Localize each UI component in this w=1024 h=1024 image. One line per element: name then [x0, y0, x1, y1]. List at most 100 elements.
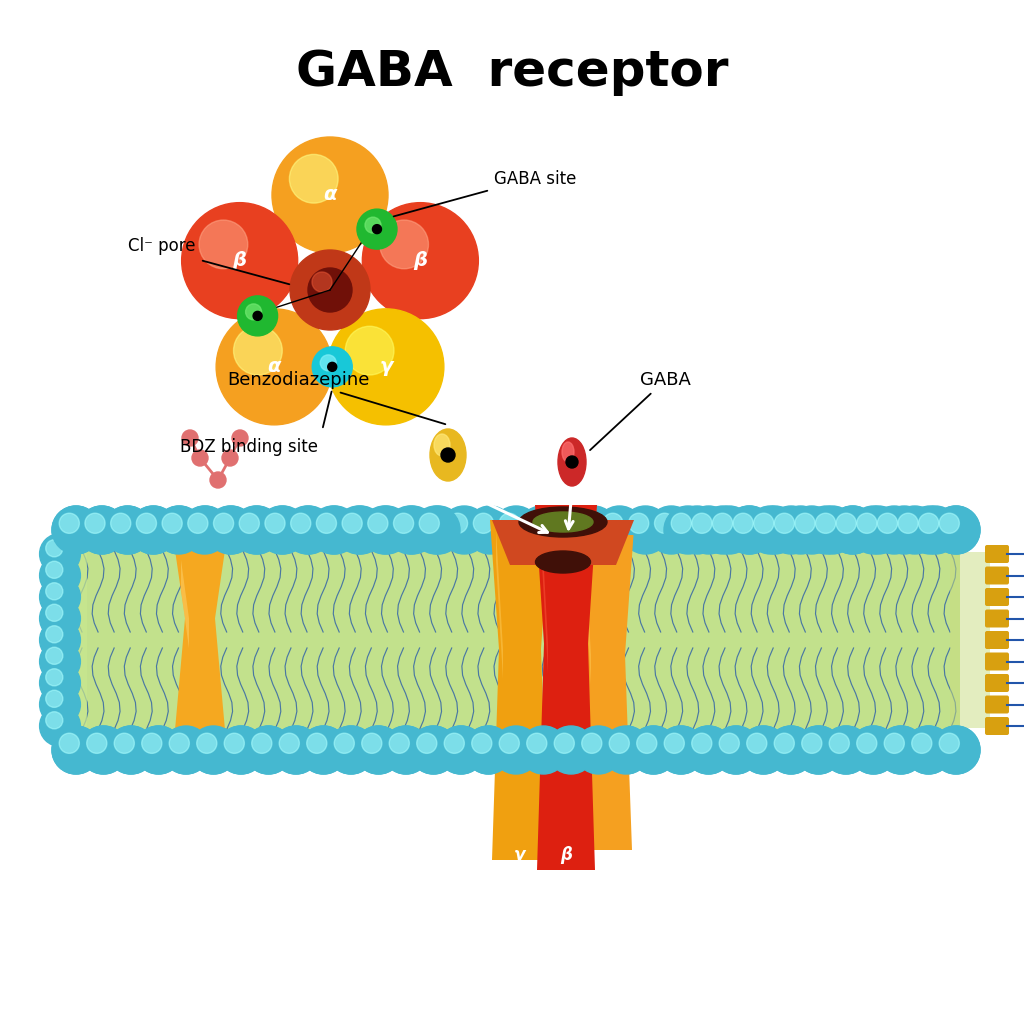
Circle shape — [354, 726, 402, 774]
Polygon shape — [579, 535, 634, 850]
Circle shape — [307, 733, 327, 754]
Circle shape — [46, 604, 62, 622]
Circle shape — [395, 513, 416, 534]
Circle shape — [224, 733, 245, 754]
Circle shape — [939, 513, 959, 534]
Circle shape — [307, 733, 327, 754]
Circle shape — [691, 733, 712, 754]
Ellipse shape — [434, 434, 450, 456]
Circle shape — [162, 726, 210, 774]
Circle shape — [911, 733, 932, 754]
Circle shape — [334, 733, 354, 754]
FancyBboxPatch shape — [985, 545, 1009, 563]
Circle shape — [87, 733, 106, 754]
Circle shape — [719, 733, 739, 754]
Circle shape — [238, 296, 278, 336]
Circle shape — [665, 733, 684, 754]
Circle shape — [197, 733, 217, 754]
Circle shape — [884, 733, 904, 754]
Circle shape — [904, 726, 952, 774]
Circle shape — [609, 733, 630, 754]
Circle shape — [739, 726, 787, 774]
Circle shape — [712, 726, 760, 774]
Circle shape — [725, 506, 773, 554]
FancyBboxPatch shape — [985, 695, 1009, 714]
Circle shape — [795, 513, 815, 534]
Circle shape — [272, 137, 388, 253]
Circle shape — [500, 733, 519, 754]
Polygon shape — [535, 505, 597, 870]
Circle shape — [335, 506, 383, 554]
Circle shape — [354, 726, 402, 774]
Circle shape — [386, 506, 434, 554]
Circle shape — [360, 506, 409, 554]
Circle shape — [78, 506, 126, 554]
Circle shape — [547, 726, 595, 774]
Circle shape — [767, 506, 815, 554]
Circle shape — [299, 726, 347, 774]
Circle shape — [657, 726, 705, 774]
Text: Cl⁻ pore: Cl⁻ pore — [128, 237, 196, 255]
Circle shape — [419, 513, 439, 534]
Circle shape — [134, 726, 182, 774]
Circle shape — [447, 513, 468, 534]
Circle shape — [115, 733, 134, 754]
Circle shape — [525, 513, 545, 534]
Circle shape — [417, 733, 437, 754]
Circle shape — [492, 506, 540, 554]
Circle shape — [437, 726, 485, 774]
Circle shape — [189, 726, 238, 774]
Circle shape — [233, 327, 283, 375]
Circle shape — [216, 309, 332, 425]
FancyBboxPatch shape — [985, 652, 1009, 671]
Circle shape — [272, 726, 319, 774]
Circle shape — [603, 513, 623, 534]
Circle shape — [582, 733, 602, 754]
Circle shape — [911, 506, 959, 554]
Circle shape — [857, 513, 877, 534]
Circle shape — [877, 726, 925, 774]
Circle shape — [861, 513, 882, 534]
Circle shape — [551, 513, 571, 534]
Circle shape — [774, 733, 795, 754]
Circle shape — [134, 726, 182, 774]
Circle shape — [440, 506, 488, 554]
Text: GABA site: GABA site — [494, 170, 577, 188]
Circle shape — [52, 726, 100, 774]
Circle shape — [141, 733, 162, 754]
Circle shape — [285, 506, 333, 554]
Circle shape — [828, 506, 877, 554]
Circle shape — [665, 733, 684, 754]
Circle shape — [312, 347, 352, 387]
Circle shape — [713, 513, 732, 534]
Polygon shape — [950, 552, 990, 728]
Circle shape — [252, 733, 271, 754]
Circle shape — [368, 513, 388, 534]
Circle shape — [664, 506, 712, 554]
Circle shape — [911, 733, 932, 754]
Circle shape — [180, 506, 228, 554]
Circle shape — [417, 733, 437, 754]
Circle shape — [774, 513, 795, 534]
FancyBboxPatch shape — [985, 609, 1009, 628]
Circle shape — [629, 513, 649, 534]
Polygon shape — [496, 530, 503, 679]
Circle shape — [582, 733, 602, 754]
Circle shape — [290, 155, 338, 203]
Circle shape — [466, 506, 514, 554]
Circle shape — [746, 733, 767, 754]
Polygon shape — [175, 550, 225, 730]
Circle shape — [361, 733, 382, 754]
Circle shape — [80, 726, 128, 774]
Circle shape — [328, 309, 443, 425]
Circle shape — [80, 726, 128, 774]
Circle shape — [40, 555, 81, 596]
Circle shape — [207, 506, 255, 554]
Circle shape — [284, 506, 332, 554]
Circle shape — [206, 506, 254, 554]
Circle shape — [637, 733, 656, 754]
Circle shape — [733, 513, 754, 534]
Circle shape — [106, 726, 155, 774]
Circle shape — [46, 669, 62, 686]
Circle shape — [361, 733, 382, 754]
